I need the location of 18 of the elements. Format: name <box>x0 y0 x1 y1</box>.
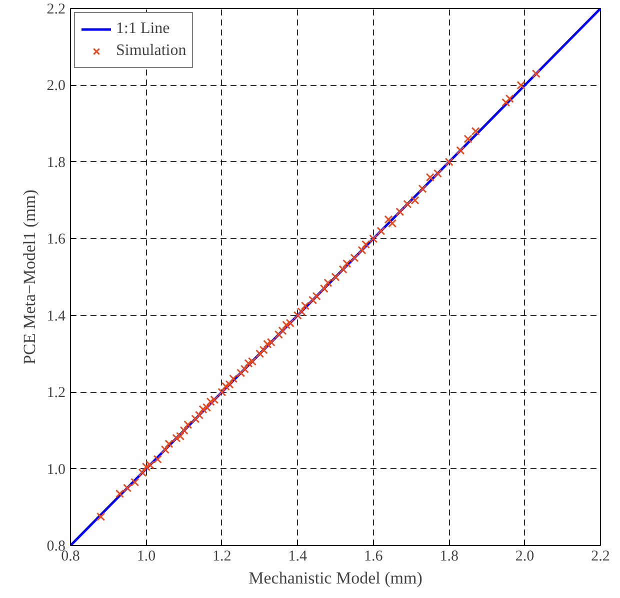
y-tick-label: 1.6 <box>46 232 66 248</box>
x-tick-label: 1.2 <box>212 548 232 564</box>
x-tick-label: 1.8 <box>440 548 458 564</box>
x-tick-label: 1.0 <box>136 548 156 564</box>
x-tick-label: 1.4 <box>288 548 308 564</box>
x-tick-label: 1.6 <box>364 548 384 564</box>
legend-label: 1:1 Line <box>116 20 170 38</box>
y-tick-label: 1.8 <box>46 154 66 171</box>
y-tick-label: 2.2 <box>46 2 66 18</box>
y-tick-label: 1.0 <box>46 462 66 478</box>
y-tick-label: 1.2 <box>46 385 66 402</box>
y-axis-title: PCE Meta−Model1 (mm) <box>20 190 39 364</box>
x-tick-label: 2.2 <box>591 548 610 564</box>
y-tick-label: 2.0 <box>46 78 66 94</box>
y-tick-label: 1.4 <box>46 308 66 324</box>
x-tick-label: 2.0 <box>515 548 534 564</box>
legend-label: Simulation <box>116 42 186 60</box>
x-axis-title: Mechanistic Model (mm) <box>248 568 422 588</box>
